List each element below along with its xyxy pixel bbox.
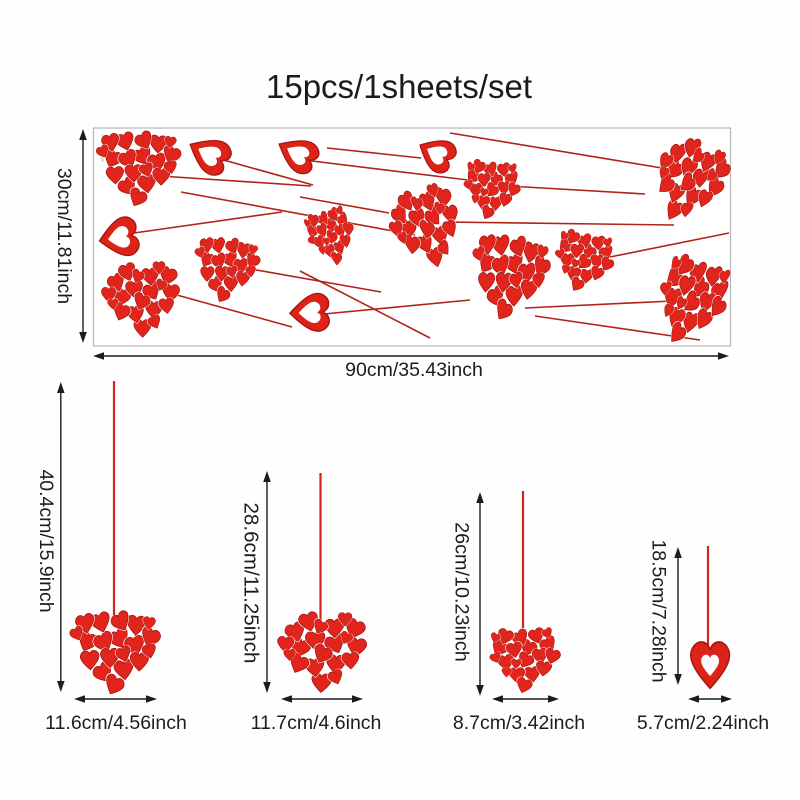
svg-text:11.7cm/4.6inch: 11.7cm/4.6inch (251, 712, 382, 734)
svg-text:8.7cm/3.42inch: 8.7cm/3.42inch (453, 712, 585, 734)
svg-text:28.6cm/11.25inch: 28.6cm/11.25inch (240, 502, 263, 663)
svg-text:5.7cm/2.24inch: 5.7cm/2.24inch (637, 712, 769, 734)
svg-text:11.6cm/4.56inch: 11.6cm/4.56inch (45, 712, 187, 734)
svg-text:30cm/11.81inch: 30cm/11.81inch (53, 168, 75, 304)
svg-text:18.5cm/7.28inch: 18.5cm/7.28inch (648, 539, 670, 682)
svg-text:90cm/35.43inch: 90cm/35.43inch (345, 359, 483, 381)
svg-text:40.4cm/15.9inch: 40.4cm/15.9inch (35, 469, 57, 612)
svg-text:26cm/10.23inch: 26cm/10.23inch (451, 522, 473, 662)
svg-text:15pcs/1sheets/set: 15pcs/1sheets/set (266, 68, 532, 105)
